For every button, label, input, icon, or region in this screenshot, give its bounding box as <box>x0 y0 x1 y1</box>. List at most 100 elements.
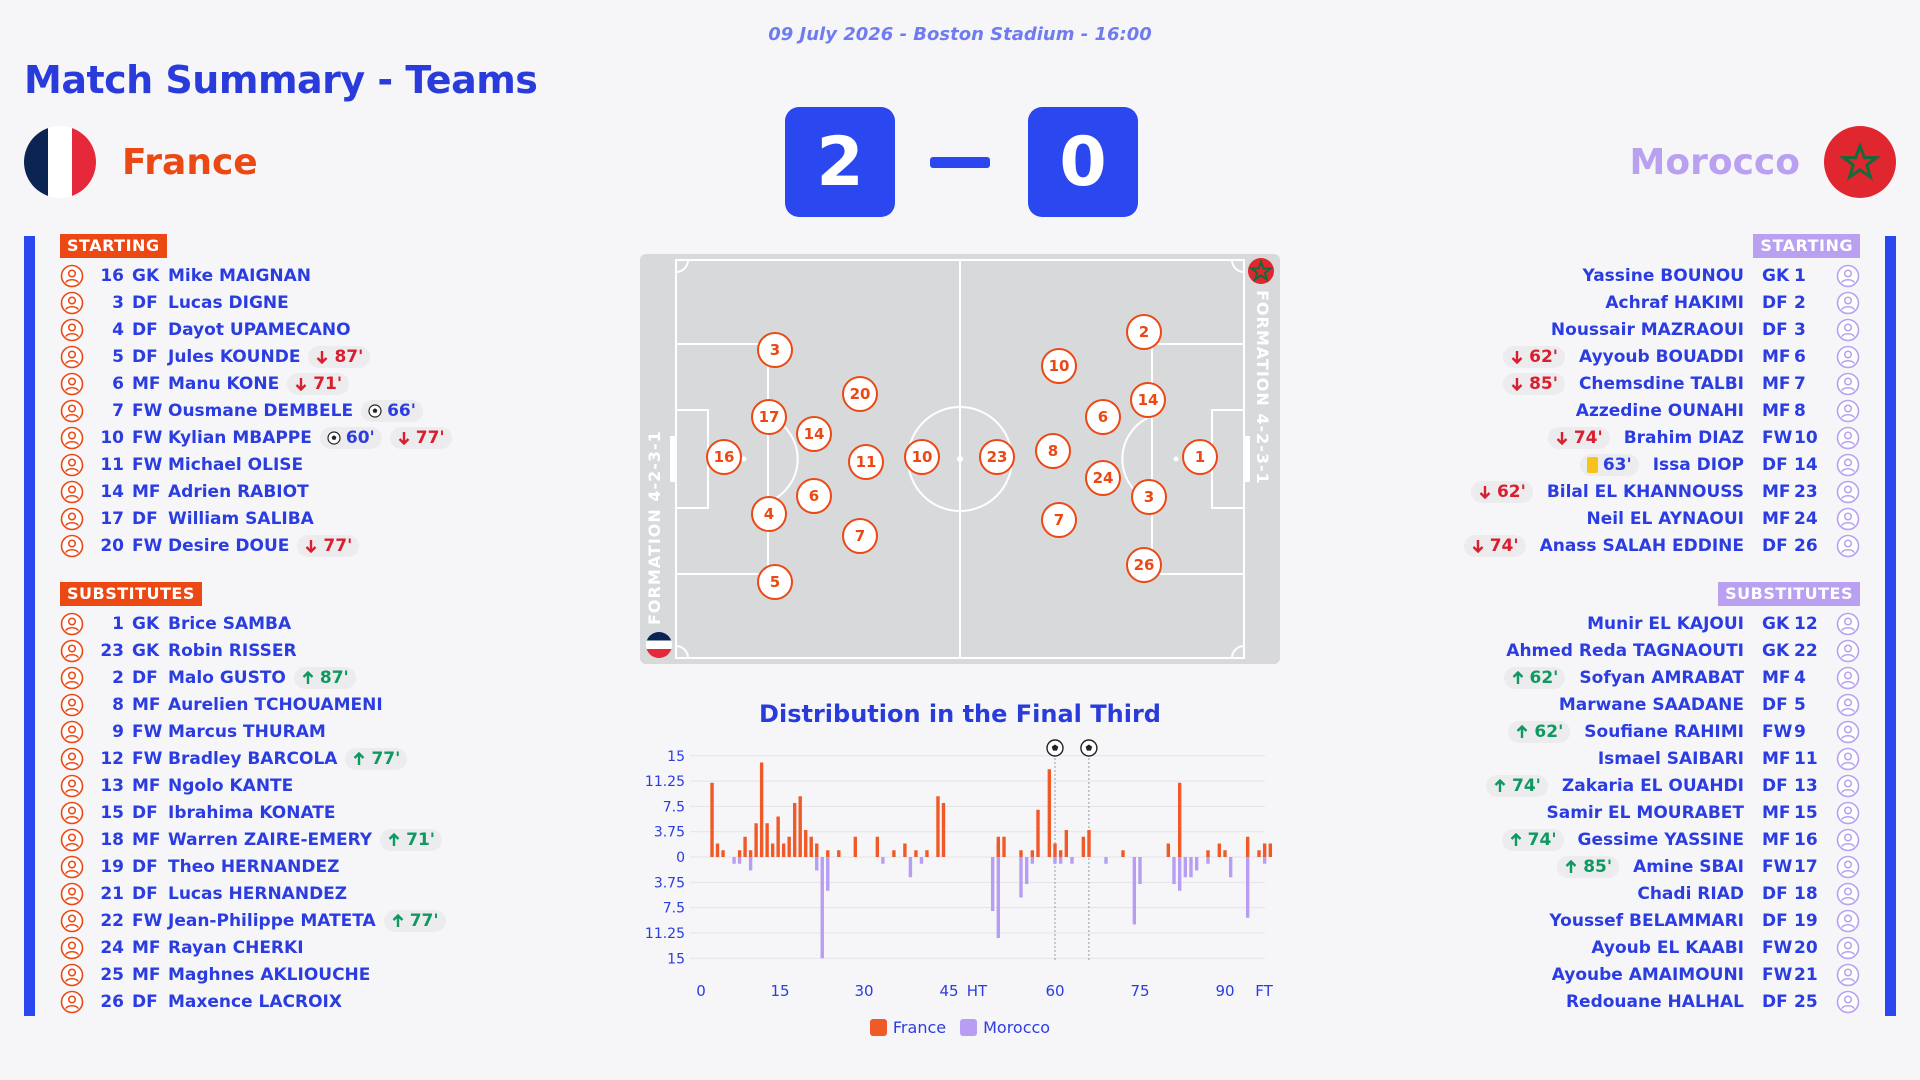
player-row[interactable]: 15 DF Ibrahima KONATE <box>60 799 530 826</box>
player-position: MF <box>1762 346 1791 367</box>
player-position: MF <box>1762 802 1791 823</box>
pitch-player-marker[interactable]: 23 <box>979 439 1015 475</box>
player-row[interactable]: Redouane HALHAL DF 25 <box>1340 988 1860 1015</box>
player-row[interactable]: 23 GK Robin RISSER <box>60 637 530 664</box>
player-row[interactable]: Ismael SAIBARI MF 11 <box>1340 745 1860 772</box>
event-badge: 77' <box>383 909 446 932</box>
player-row[interactable]: Ahmed Reda TAGNAOUTI GK 22 <box>1340 637 1860 664</box>
france-bar <box>1064 830 1069 857</box>
player-number: 24 <box>100 937 124 958</box>
player-row[interactable]: 17 DF William SALIBA <box>60 505 530 532</box>
player-row[interactable]: 10 FW Kylian MBAPPE 60' 77' <box>60 424 530 451</box>
player-avatar-icon <box>60 534 84 558</box>
event-badge: 62' <box>1470 480 1533 503</box>
player-row[interactable]: 14 MF Adrien RABIOT <box>60 478 530 505</box>
player-row[interactable]: Munir EL KAJOUI GK 12 <box>1340 610 1860 637</box>
france-flag-icon <box>24 126 96 198</box>
sub-in-icon <box>1564 859 1583 874</box>
player-row[interactable]: 4 DF Dayot UPAMECANO <box>60 316 530 343</box>
player-row[interactable]: 24 MF Rayan CHERKI <box>60 934 530 961</box>
pitch-player-marker[interactable]: 3 <box>757 332 793 368</box>
sub-in-icon <box>1509 832 1528 847</box>
pitch-player-marker[interactable]: 10 <box>904 439 940 475</box>
player-row[interactable]: 25 MF Maghnes AKLIOUCHE <box>60 961 530 988</box>
player-row[interactable]: 7 FW Ousmane DEMBELE 66' <box>60 397 530 424</box>
player-row[interactable]: 62' Bilal EL KHANNOUSS MF 23 <box>1340 478 1860 505</box>
player-row[interactable]: Ayoub EL KAABI FW 20 <box>1340 934 1860 961</box>
event-badge: 71' <box>380 828 442 851</box>
player-number: 7 <box>112 400 124 421</box>
player-row[interactable]: Neil EL AYNAOUI MF 24 <box>1340 505 1860 532</box>
player-row[interactable]: 62' Soufiane RAHIMI FW 9 <box>1340 718 1860 745</box>
player-row[interactable]: 21 DF Lucas HERNANDEZ <box>60 880 530 907</box>
player-position: MF <box>132 937 161 958</box>
player-row[interactable]: 19 DF Theo HERNANDEZ <box>60 853 530 880</box>
pitch-player-marker[interactable]: 2 <box>1126 314 1162 350</box>
pitch-player-marker[interactable]: 16 <box>706 439 742 475</box>
player-row[interactable]: 62' Sofyan AMRABAT MF 4 <box>1340 664 1860 691</box>
player-row[interactable]: 16 GK Mike MAIGNAN <box>60 262 530 289</box>
player-number: 1 <box>112 613 124 634</box>
player-row[interactable]: 1 GK Brice SAMBA <box>60 610 530 637</box>
y-tick-label: 15 <box>667 749 685 765</box>
pitch-player-marker[interactable]: 8 <box>1035 433 1071 469</box>
player-row[interactable]: Marwane SAADANE DF 5 <box>1340 691 1860 718</box>
sub-out-icon <box>1555 431 1574 445</box>
y-tick-label: 7.5 <box>663 799 685 815</box>
player-row[interactable]: 62' Ayyoub BOUADDI MF 6 <box>1340 343 1860 370</box>
player-row[interactable]: 20 FW Desire DOUE 77' <box>60 532 530 559</box>
player-row[interactable]: 2 DF Malo GUSTO 87' <box>60 664 530 691</box>
player-row[interactable]: 74' Zakaria EL OUAHDI DF 13 <box>1340 772 1860 799</box>
player-row[interactable]: 85' Amine SBAI FW 17 <box>1340 853 1860 880</box>
player-position: FW <box>1762 721 1793 742</box>
pitch-player-marker[interactable]: 11 <box>848 444 884 480</box>
player-row[interactable]: 13 MF Ngolo KANTE <box>60 772 530 799</box>
player-row[interactable]: 26 DF Maxence LACROIX <box>60 988 530 1015</box>
player-row[interactable]: 11 FW Michael OLISE <box>60 451 530 478</box>
player-row[interactable]: 9 FW Marcus THURAM <box>60 718 530 745</box>
player-row[interactable]: 74' Anass SALAH EDDINE DF 26 <box>1340 532 1860 559</box>
player-row[interactable]: Yassine BOUNOU GK 1 <box>1340 262 1860 289</box>
player-row[interactable]: 3 DF Lucas DIGNE <box>60 289 530 316</box>
pitch-player-marker[interactable]: 7 <box>1041 502 1077 538</box>
player-row[interactable]: 8 MF Aurelien TCHOUAMENI <box>60 691 530 718</box>
legend-item-morocco: Morocco <box>960 1018 1050 1037</box>
player-row[interactable]: Azzedine OUNAHI MF 8 <box>1340 397 1860 424</box>
page-title: Match Summary - Teams <box>24 58 538 102</box>
pitch-player-marker[interactable]: 14 <box>796 416 832 452</box>
pitch-player-marker[interactable]: 6 <box>1085 399 1121 435</box>
pitch-player-marker[interactable]: 24 <box>1085 460 1121 496</box>
player-row[interactable]: 18 MF Warren ZAIRE-EMERY 71' <box>60 826 530 853</box>
player-row[interactable]: 85' Chemsdine TALBI MF 7 <box>1340 370 1860 397</box>
pitch-player-marker[interactable]: 26 <box>1126 547 1162 583</box>
player-row[interactable]: Ayoube AMAIMOUNI FW 21 <box>1340 961 1860 988</box>
pitch-player-marker[interactable]: 20 <box>842 376 878 412</box>
player-row[interactable]: 74' Gessime YASSINE MF 16 <box>1340 826 1860 853</box>
player-row[interactable]: Samir EL MOURABET MF 15 <box>1340 799 1860 826</box>
player-row[interactable]: 63' Issa DIOP DF 14 <box>1340 451 1860 478</box>
player-row[interactable]: Achraf HAKIMI DF 2 <box>1340 289 1860 316</box>
france-bar <box>853 836 858 857</box>
france-bar <box>815 843 819 857</box>
pitch-player-marker[interactable]: 14 <box>1130 382 1166 418</box>
pitch-player-marker[interactable]: 7 <box>842 518 878 554</box>
pitch-player-marker[interactable]: 6 <box>796 478 832 514</box>
player-position: MF <box>1762 481 1791 502</box>
player-row[interactable]: 22 FW Jean-Philippe MATETA 77' <box>60 907 530 934</box>
player-row[interactable]: 5 DF Jules KOUNDE 87' <box>60 343 530 370</box>
player-position: FW <box>132 748 163 769</box>
pitch-player-marker[interactable]: 17 <box>751 399 787 435</box>
pitch-player-marker[interactable]: 5 <box>757 564 793 600</box>
player-row[interactable]: 6 MF Manu KONE 71' <box>60 370 530 397</box>
pitch-player-marker[interactable]: 10 <box>1041 348 1077 384</box>
pitch-player-marker[interactable]: 1 <box>1182 439 1218 475</box>
player-row[interactable]: Youssef BELAMMARI DF 19 <box>1340 907 1860 934</box>
pitch-player-marker[interactable]: 4 <box>751 496 787 532</box>
player-row[interactable]: 74' Brahim DIAZ FW 10 <box>1340 424 1860 451</box>
player-number: 12 <box>100 748 124 769</box>
pitch-player-marker[interactable]: 3 <box>1131 479 1167 515</box>
sub-out-icon <box>1471 539 1490 553</box>
player-row[interactable]: 12 FW Bradley BARCOLA 77' <box>60 745 530 772</box>
player-row[interactable]: Chadi RIAD DF 18 <box>1340 880 1860 907</box>
player-row[interactable]: Noussair MAZRAOUI DF 3 <box>1340 316 1860 343</box>
